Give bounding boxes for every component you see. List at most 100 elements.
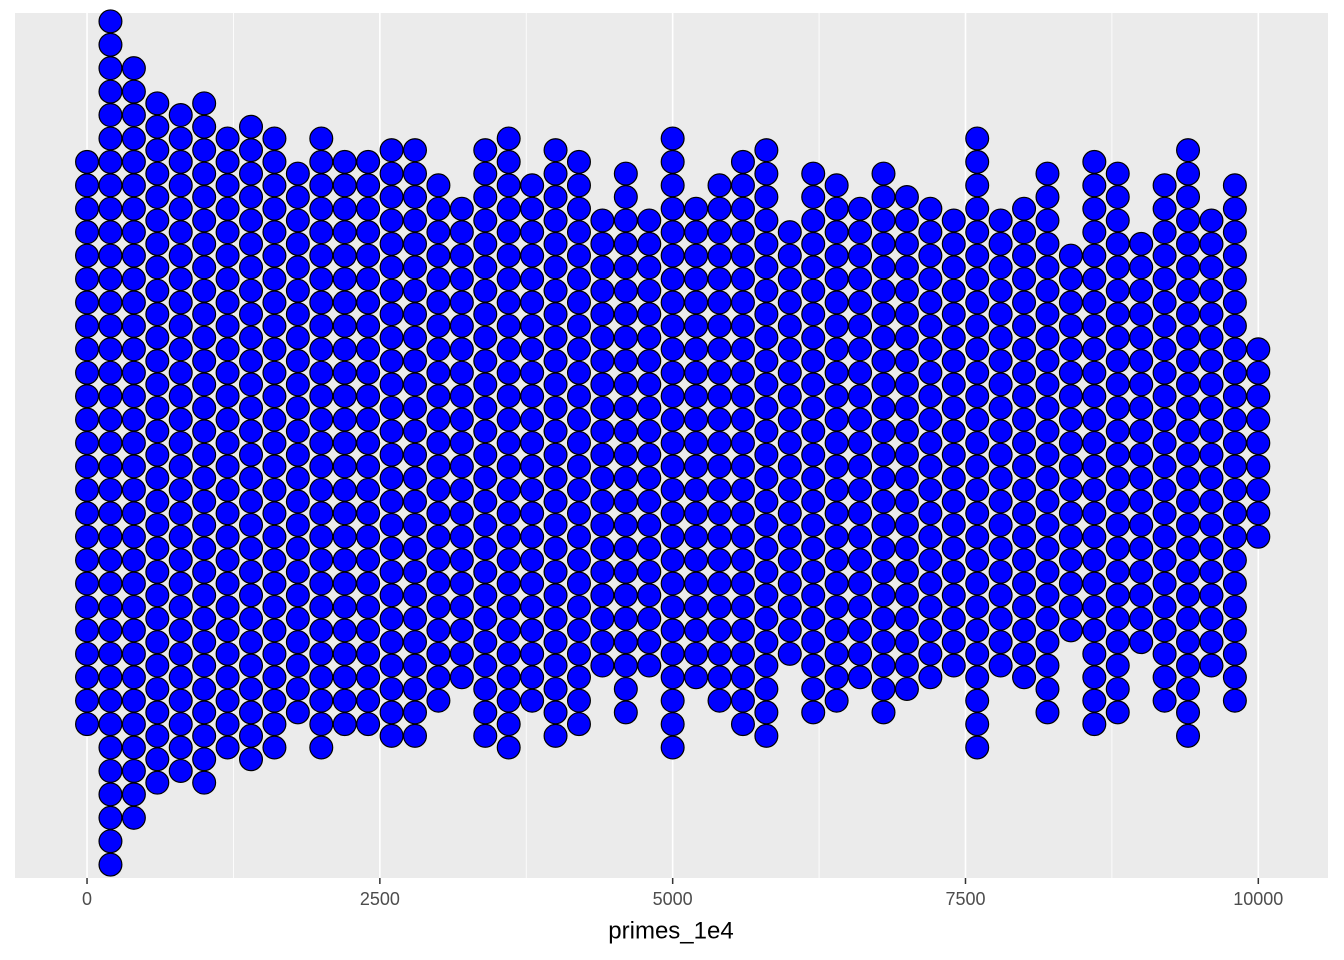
dot [402,255,428,280]
dot [848,665,873,690]
dot [988,653,1013,678]
dot [1035,325,1060,350]
dot [1012,384,1037,409]
dot [637,372,662,397]
dot [894,395,919,420]
dot [145,559,170,584]
dot [848,243,873,268]
dot [309,735,334,760]
dot [894,536,919,561]
dot [1129,255,1154,280]
dot [543,466,568,491]
dot [168,103,193,128]
dot [941,372,966,397]
dot [660,149,685,174]
dot [168,477,193,502]
dot [801,606,826,631]
dot [871,419,896,444]
dot [543,372,568,397]
dot [1176,185,1201,210]
dot [894,512,919,538]
dot [684,501,709,526]
dot [988,466,1013,491]
dot [918,196,943,221]
dot [1082,548,1107,573]
dot [590,302,615,327]
dot [1199,536,1224,561]
dot [684,641,709,666]
dot [801,185,826,210]
dot [566,477,591,502]
dot [215,337,240,362]
dot [988,208,1013,233]
dot [965,571,990,596]
dot [918,571,943,596]
dot [1176,255,1201,280]
dot [262,337,287,362]
dot [145,185,170,210]
dot [192,653,217,678]
dot [238,559,264,584]
dot [941,559,966,584]
dot [121,571,146,596]
dot [1199,278,1224,303]
dot [168,735,193,760]
dot [965,243,990,268]
dot [121,103,146,128]
dot [801,630,826,655]
dot [1129,442,1154,467]
dot [145,255,170,280]
dot [660,313,685,338]
dot [145,231,170,256]
dot [1246,360,1271,385]
dot [613,583,638,608]
dot [98,290,123,315]
dot [707,267,732,292]
dot [496,688,521,713]
dot [496,571,521,596]
dot [894,606,919,631]
dot [238,583,264,608]
dot [730,688,755,713]
dot [520,548,545,573]
dot [332,501,357,526]
dot [1152,243,1177,268]
dot [1199,630,1224,655]
dot [941,606,966,631]
dot [145,325,170,350]
dot [1058,477,1083,502]
dot [684,548,709,573]
dot [1035,606,1060,631]
dot [1129,583,1154,608]
dot [1012,641,1037,666]
dot [1035,653,1060,678]
dot [613,676,638,701]
dot [918,430,943,456]
dot [1105,325,1130,350]
dot [402,395,428,420]
dot [941,442,966,467]
dot [918,641,943,666]
dot [75,267,100,292]
dot [1012,196,1037,221]
dot [848,313,873,338]
dot [777,641,802,666]
dot [894,208,919,233]
dot [543,512,568,538]
dot [168,173,193,198]
dot [777,360,802,385]
dot [1035,302,1060,327]
dot [684,360,709,385]
dot [309,618,334,643]
dot [1176,208,1201,233]
dot [613,231,638,256]
dot [613,395,638,420]
dot [730,220,755,245]
dot [402,653,428,678]
dot [730,149,755,174]
dot [894,302,919,327]
dot [192,676,217,701]
dot [262,501,287,526]
dot [332,454,357,479]
dot [75,243,100,268]
